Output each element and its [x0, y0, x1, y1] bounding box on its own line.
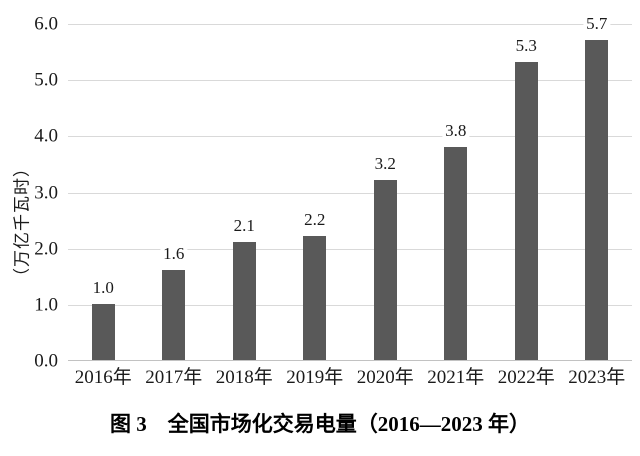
x-axis-tick-label: 2018年: [215, 367, 273, 388]
gridline: [68, 304, 632, 306]
bar-value-label: 3.2: [371, 155, 399, 173]
bar-2016年: [91, 303, 115, 360]
y-axis-tick-label: 1.0: [34, 294, 58, 316]
x-axis-tick-row: 2016年 2017年 2018年 2019年 2020年 2021年 2022年 2023年: [68, 367, 632, 393]
x-axis-tick-label: 2023年: [568, 367, 626, 388]
x-axis-line: [68, 360, 632, 361]
bar-value-label: 5.7: [583, 14, 611, 32]
bar-value-label: 2.1: [230, 217, 258, 235]
y-axis-tick-label: 4.0: [34, 125, 58, 147]
x-axis-tick-label: 2017年: [145, 367, 203, 388]
bar-2019年: [303, 236, 327, 360]
bar-2022年: [514, 62, 538, 360]
x-axis-tick-label: 2022年: [497, 367, 555, 388]
bar-value-label: 1.6: [160, 245, 188, 263]
bar-2020年: [373, 180, 397, 360]
bar-value-label: 5.3: [512, 37, 540, 55]
x-axis-tick-label: 2020年: [356, 367, 414, 388]
y-axis-tick-label: 0.0: [34, 350, 58, 372]
gridline: [68, 80, 632, 82]
bar-2023年: [585, 39, 609, 360]
x-axis-tick-label: 2019年: [286, 367, 344, 388]
y-axis-tick-label: 5.0: [34, 69, 58, 91]
x-axis-tick-label: 2021年: [427, 367, 485, 388]
bar-2017年: [162, 270, 186, 360]
gridline: [68, 136, 632, 138]
bar-2018年: [232, 242, 256, 360]
plot-area: 1.0 1.6 2.1 2.2 3.2 3.8 5.3 5.7: [68, 14, 632, 361]
y-axis-tick-label: 6.0: [34, 13, 58, 35]
y-axis-tick-label: 3.0: [34, 182, 58, 203]
gridline: [68, 192, 632, 194]
y-axis-tick-label: 2.0: [34, 238, 58, 260]
y-axis-tick-column: 0.0 1.0 2.0 3.0 4.0 5.0 6.0: [0, 15, 58, 371]
gridline: [68, 24, 632, 25]
bar-value-label: 2.2: [301, 211, 329, 229]
x-axis-tick-label: 2016年: [74, 367, 132, 388]
bar-value-label: 1.0: [89, 278, 117, 296]
bar-value-label: 3.8: [442, 121, 470, 139]
gridline: [68, 248, 632, 250]
bar-2021年: [444, 146, 468, 360]
chart-caption: 图 3 全国市场化交易电量（2016—2023 年）: [110, 412, 530, 436]
